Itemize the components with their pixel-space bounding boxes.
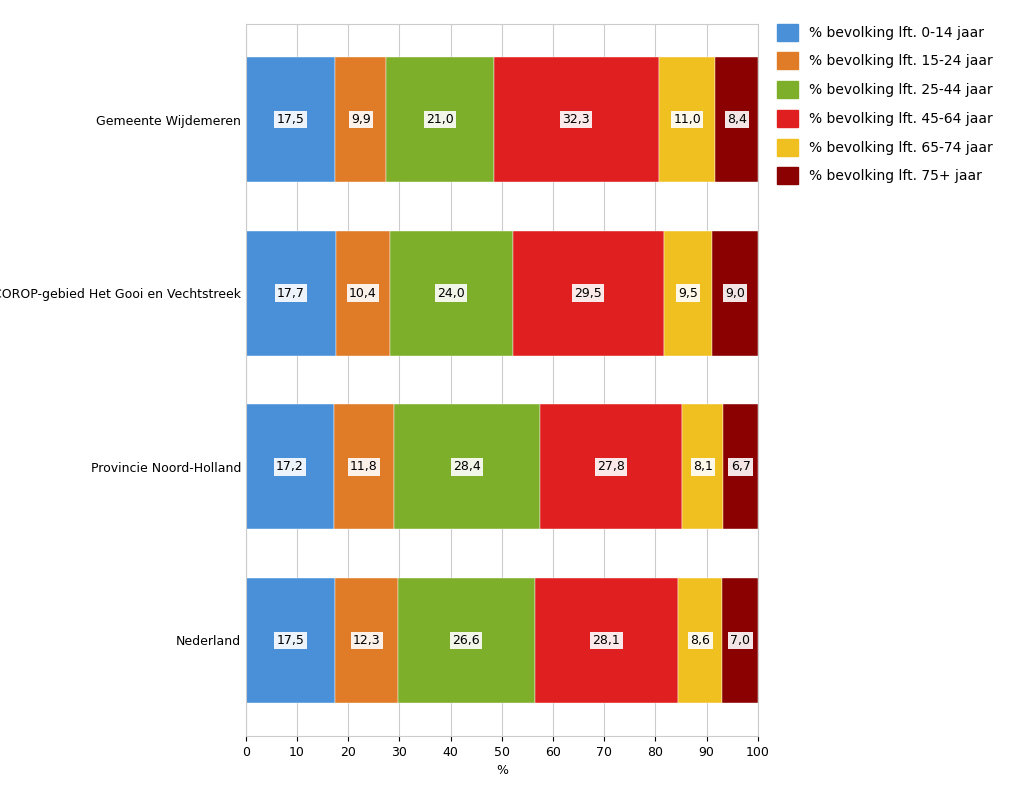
Bar (336, 230, 389, 356)
Text: 21,0: 21,0 (426, 113, 454, 126)
Text: 7,0: 7,0 (730, 634, 751, 647)
Text: 17,5: 17,5 (276, 113, 304, 126)
Text: 11,0: 11,0 (673, 113, 701, 126)
Bar (682, 404, 723, 530)
Bar (512, 230, 664, 356)
Bar (246, 578, 336, 703)
Bar (246, 230, 336, 356)
Text: 10,4: 10,4 (349, 286, 377, 300)
Text: 8,1: 8,1 (693, 460, 713, 474)
Bar (398, 578, 535, 703)
Text: 27,8: 27,8 (597, 460, 625, 474)
Bar (334, 404, 394, 530)
Bar (535, 578, 678, 703)
Bar (713, 230, 758, 356)
Text: 12,3: 12,3 (353, 634, 381, 647)
Bar (659, 57, 715, 182)
Bar (715, 57, 758, 182)
Text: 17,2: 17,2 (275, 460, 304, 474)
Legend: % bevolking lft. 0-14 jaar, % bevolking lft. 15-24 jaar, % bevolking lft. 25-44 : % bevolking lft. 0-14 jaar, % bevolking … (770, 17, 999, 191)
Bar (394, 404, 540, 530)
Bar (664, 230, 712, 356)
Bar (678, 578, 722, 703)
Text: 24,0: 24,0 (437, 286, 465, 300)
Text: 28,4: 28,4 (453, 460, 481, 474)
Text: 29,5: 29,5 (574, 286, 602, 300)
Text: 17,5: 17,5 (276, 634, 304, 647)
Text: 26,6: 26,6 (453, 634, 480, 647)
X-axis label: %: % (496, 764, 508, 778)
Bar (723, 578, 758, 703)
Bar (246, 57, 336, 182)
Text: 6,7: 6,7 (731, 460, 751, 474)
Text: 32,3: 32,3 (562, 113, 590, 126)
Text: 11,8: 11,8 (350, 460, 378, 474)
Bar (386, 57, 494, 182)
Bar (246, 404, 334, 530)
Bar (494, 57, 659, 182)
Text: 9,9: 9,9 (351, 113, 371, 126)
Bar (336, 57, 386, 182)
Text: 9,0: 9,0 (725, 286, 745, 300)
Text: 9,5: 9,5 (678, 286, 697, 300)
Text: 28,1: 28,1 (593, 634, 621, 647)
Bar (389, 230, 512, 356)
Text: 8,4: 8,4 (727, 113, 746, 126)
Text: 17,7: 17,7 (278, 286, 305, 300)
Bar (540, 404, 682, 530)
Bar (336, 578, 398, 703)
Text: 8,6: 8,6 (690, 634, 711, 647)
Bar (723, 404, 758, 530)
